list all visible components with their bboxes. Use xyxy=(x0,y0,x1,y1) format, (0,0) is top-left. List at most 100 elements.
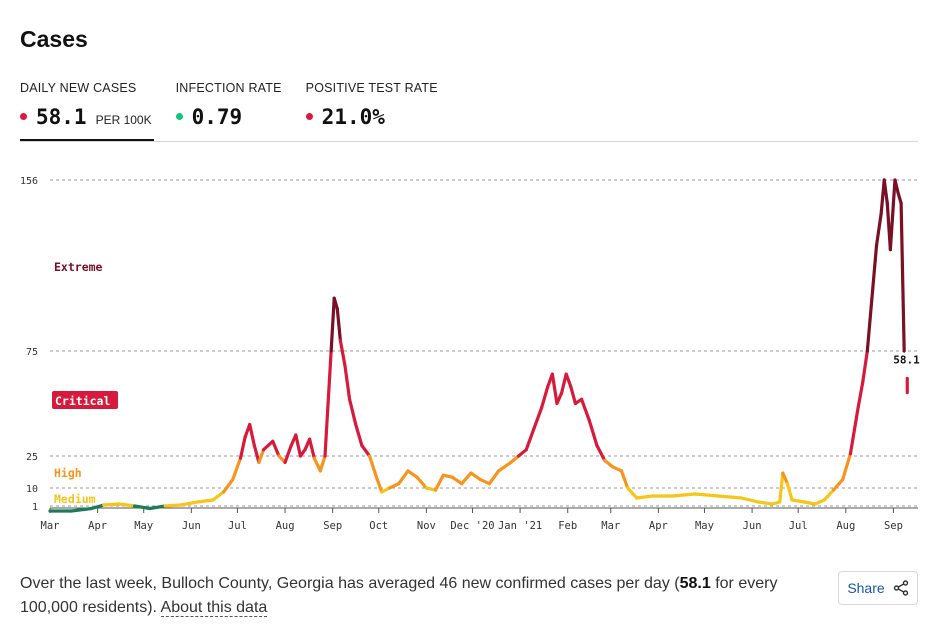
series-segment xyxy=(569,385,578,406)
series-segment xyxy=(822,488,836,502)
series-segment xyxy=(89,503,106,511)
series-segment xyxy=(387,482,401,490)
series-segment xyxy=(865,296,874,353)
series-segment xyxy=(626,486,639,500)
series-segment xyxy=(318,454,327,473)
x-tick-label: Aug xyxy=(836,520,855,532)
x-tick-label: Sep xyxy=(884,520,903,532)
status-dot-icon xyxy=(305,113,313,120)
series-segment xyxy=(564,372,573,389)
series-segment xyxy=(222,477,235,494)
series-segment xyxy=(861,349,869,385)
series-segment xyxy=(163,503,183,508)
series-segment xyxy=(102,502,121,507)
metric-tabs: DAILY NEW CASES 58.1 PER 100K INFECTION … xyxy=(20,80,462,142)
series-segment xyxy=(555,391,564,406)
series-segment xyxy=(778,471,785,504)
x-tick-label: Jul xyxy=(789,520,808,532)
y-tick-label: 10 xyxy=(26,484,38,495)
series-segment xyxy=(354,422,364,448)
series-segment xyxy=(117,502,137,508)
tab-label: DAILY NEW CASES xyxy=(20,81,137,95)
series-segment xyxy=(343,364,352,401)
x-tick-label: Feb xyxy=(558,520,577,532)
x-tick-label: Jul xyxy=(228,520,247,532)
series-segment xyxy=(257,448,266,464)
series-segment xyxy=(610,465,624,473)
daily-cases-value: 58.1 xyxy=(36,105,87,129)
about-data-link[interactable]: About this data xyxy=(160,599,268,617)
share-button[interactable]: Share xyxy=(838,571,918,605)
zone-label: Extreme xyxy=(54,260,103,274)
series-segment xyxy=(238,435,247,460)
series-segment xyxy=(813,498,826,506)
series-segment xyxy=(231,456,243,482)
positive-test-rate-value: 21.0% xyxy=(321,105,385,129)
tab-daily-new-cases[interactable]: DAILY NEW CASES 58.1 PER 100K xyxy=(20,80,154,142)
series-segment xyxy=(487,469,501,486)
series-segment xyxy=(603,458,614,469)
series-segment xyxy=(524,427,536,452)
summary-text-end: for every 100,000 residents). xyxy=(20,575,778,616)
series-segment xyxy=(323,349,333,458)
series-segment xyxy=(360,443,372,458)
x-tick-label: Apr xyxy=(649,520,668,532)
series-segment xyxy=(132,504,152,511)
series-segment xyxy=(532,406,544,431)
tab-label: POSITIVE TEST RATE xyxy=(305,81,438,95)
share-label: Share xyxy=(847,580,885,596)
series-segment xyxy=(460,471,473,486)
x-tick-label: Mar xyxy=(41,520,60,532)
series-segment xyxy=(831,477,845,492)
series-segment xyxy=(888,201,896,252)
series-segment xyxy=(899,201,906,353)
series-segment xyxy=(635,494,654,500)
series-segment xyxy=(540,385,550,410)
page-title: Cases xyxy=(20,26,88,52)
series-segment xyxy=(434,473,445,492)
x-tick-label: Nov xyxy=(417,520,436,532)
tabs-divider xyxy=(20,141,918,142)
series-segment xyxy=(781,471,790,486)
summary-text-start: Over the last week, Bulloch County, Geor… xyxy=(20,575,680,592)
series-segment xyxy=(559,372,568,395)
tab-label: INFECTION RATE xyxy=(175,81,282,95)
x-tick-label: Jun xyxy=(182,520,201,532)
y-tick-label: 1 xyxy=(32,502,38,513)
share-icon xyxy=(893,580,908,596)
series-segment xyxy=(248,422,256,448)
x-tick-label: Dec '20 xyxy=(450,520,494,532)
series-segment xyxy=(874,212,883,248)
status-dot-icon xyxy=(175,113,183,120)
series-segment xyxy=(252,443,261,464)
end-value-label: 58.1 xyxy=(893,353,920,366)
infection-rate-value: 0.79 xyxy=(191,105,243,129)
zone-label: High xyxy=(54,466,82,480)
series-segment xyxy=(516,448,528,458)
series-segment xyxy=(693,492,720,498)
series-segment xyxy=(148,504,167,511)
series-segment xyxy=(756,500,774,506)
daily-cases-unit: PER 100K xyxy=(95,113,152,127)
series-segment xyxy=(579,397,591,422)
zone-label: Critical xyxy=(55,394,110,408)
series-segment xyxy=(841,452,853,482)
x-tick-label: Jun xyxy=(743,520,762,532)
tab-infection-rate[interactable]: INFECTION RATE 0.79 xyxy=(175,80,282,142)
x-tick-label: May xyxy=(695,520,714,532)
series-segment xyxy=(469,471,482,482)
series-segment xyxy=(882,178,889,205)
tab-positive-test-rate[interactable]: POSITIVE TEST RATE 21.0% xyxy=(305,80,438,142)
series-segment xyxy=(338,338,347,368)
x-tick-label: Sep xyxy=(323,520,342,532)
series-segment xyxy=(870,243,879,300)
series-segment xyxy=(496,460,513,473)
series-segment xyxy=(312,456,322,473)
series-segment xyxy=(308,437,316,460)
summary-text: Over the last week, Bulloch County, Geor… xyxy=(20,572,800,620)
cases-chart: 1 10 25 75 156 Mar Apr May Jun Jul Aug Sep Oct Nov Dec… xyxy=(20,176,920,532)
series-segment xyxy=(347,397,358,427)
zone-badge xyxy=(52,391,118,409)
series-segment xyxy=(332,296,339,311)
y-tick-label: 75 xyxy=(26,347,38,358)
